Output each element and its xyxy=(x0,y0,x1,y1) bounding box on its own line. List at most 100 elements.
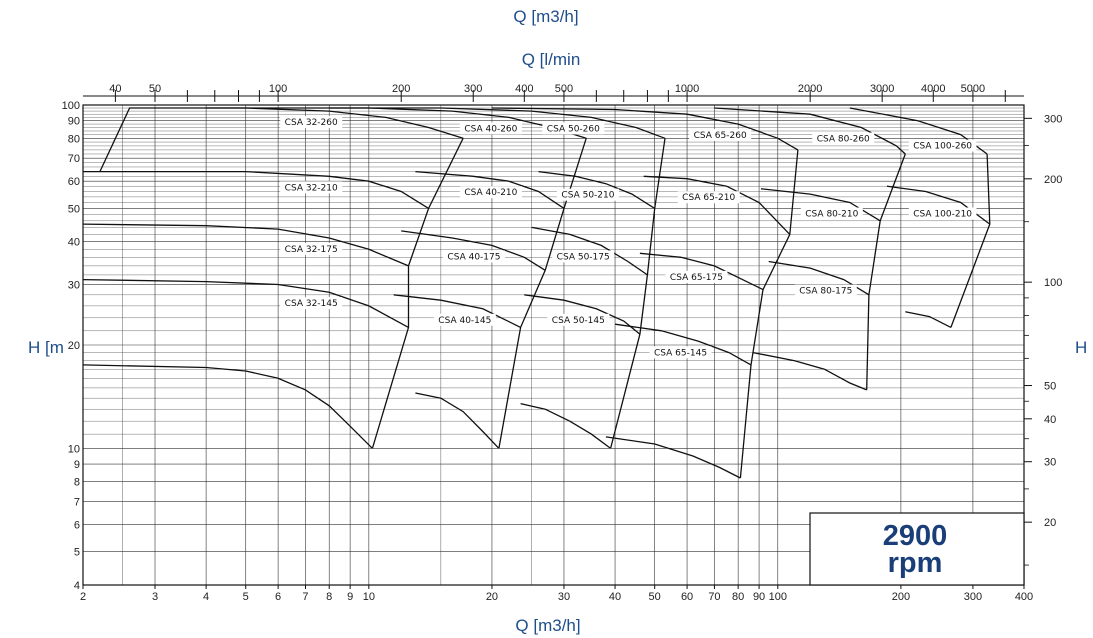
top-tick-label: 50 xyxy=(149,83,161,95)
top-tick-label: 100 xyxy=(269,83,287,95)
y-tick-label: 30 xyxy=(68,280,80,292)
x-tick-label: 3 xyxy=(152,591,158,603)
curve-label-bg xyxy=(433,313,496,326)
speed-box xyxy=(809,512,1025,586)
curve-lower xyxy=(752,351,867,391)
y-tick-label: 40 xyxy=(68,237,80,249)
envelope-line xyxy=(950,153,991,328)
x-tick-label: 8 xyxy=(326,591,332,603)
right-tick-label: 200 xyxy=(1044,174,1062,186)
right-tick-label: 50 xyxy=(1044,381,1056,393)
x-tick-label: 50 xyxy=(649,591,661,603)
curve-label-bg xyxy=(665,270,728,283)
curve-csa-40-175 xyxy=(401,230,546,271)
curve-label: CSA 40-260 xyxy=(464,124,517,134)
x-tick-label: 400 xyxy=(1015,591,1033,603)
curve-csa-65-260 xyxy=(491,107,799,151)
curve-csa-50-145 xyxy=(524,294,641,335)
curve-label-bg xyxy=(552,250,615,263)
curve-label-bg xyxy=(677,191,740,204)
y-tick-label: 80 xyxy=(68,133,80,145)
x-tick-label: 6 xyxy=(275,591,281,603)
curve-label: CSA 32-260 xyxy=(285,118,338,128)
envelope-line xyxy=(498,138,587,449)
curve-label-bg xyxy=(908,207,977,220)
top-tick-label: 400 xyxy=(515,83,533,95)
curve-label: CSA 80-175 xyxy=(799,287,852,297)
curve-label: CSA 65-175 xyxy=(670,273,723,283)
y-tick-label: 10 xyxy=(68,443,80,455)
x-tick-label: 9 xyxy=(347,591,353,603)
curve-label-bg xyxy=(800,207,863,220)
curve-label: CSA 100-260 xyxy=(913,142,972,152)
curve-label: CSA 65-210 xyxy=(682,193,735,203)
curve-label-bg xyxy=(459,122,522,135)
curve-label-bg xyxy=(542,122,605,135)
curve-label: CSA 40-175 xyxy=(447,252,500,262)
curve-csa-32-210 xyxy=(83,170,429,209)
x-tick-label: 100 xyxy=(769,591,787,603)
y-tick-label: 6 xyxy=(74,520,80,532)
top-tick-label: 500 xyxy=(555,83,573,95)
x-tick-label: 60 xyxy=(681,591,693,603)
curve-csa-32-260 xyxy=(99,107,464,172)
top-axis-label-m3h: Q [m3/h] xyxy=(513,7,578,26)
curve-csa-40-145 xyxy=(393,294,521,328)
curve-labels: CSA 32-260 CSA 32-210 CSA 32-175 CSA 32-145… xyxy=(280,116,977,359)
top-tick-label: 5000 xyxy=(961,83,985,95)
curve-csa-65-175 xyxy=(639,252,764,291)
top-tick-label: 2000 xyxy=(798,83,822,95)
y-tick-label: 5 xyxy=(74,547,80,559)
x-tick-label: 7 xyxy=(302,591,308,603)
x-tick-label: 30 xyxy=(558,591,570,603)
curve-label-bg xyxy=(812,132,875,145)
curve-csa-40-210 xyxy=(415,170,565,209)
plot-frame xyxy=(82,104,1025,586)
curve-lower xyxy=(905,311,952,328)
curve-lower xyxy=(605,436,741,479)
curve-label: CSA 32-175 xyxy=(285,245,338,255)
speed-value: 2900 xyxy=(883,520,948,552)
y-tick-label: 90 xyxy=(68,116,80,128)
curve-label: CSA 100-210 xyxy=(913,210,972,220)
curve-label: CSA 32-145 xyxy=(285,299,338,309)
curve-csa-32-145 xyxy=(82,278,409,328)
top-tick-label: 3000 xyxy=(870,83,894,95)
top-tick-label: 300 xyxy=(464,83,482,95)
x-tick-label: 90 xyxy=(753,591,765,603)
envelope-lines xyxy=(371,138,991,479)
y-tick-label: 60 xyxy=(68,176,80,188)
curve-label-bg xyxy=(649,346,712,359)
y-tick-label: 70 xyxy=(68,153,80,165)
axes: 2 3 4 5 6 7 8 9 10 20 30 40 50 60 70 80 90 100 200 300 400 4 5… xyxy=(62,83,1063,603)
y-axis-title-left: H [m xyxy=(28,338,64,357)
x-tick-label: 80 xyxy=(732,591,744,603)
x-tick-label: 2 xyxy=(80,591,86,603)
top-tick-label: 40 xyxy=(109,83,121,95)
x-axis-title: Q [m3/h] xyxy=(515,616,580,635)
x-tick-label: 20 xyxy=(486,591,498,603)
curve-label: CSA 50-260 xyxy=(547,124,600,134)
curve-label: CSA 65-145 xyxy=(654,348,707,358)
x-tick-label: 5 xyxy=(243,591,249,603)
x-tick-label: 10 xyxy=(363,591,375,603)
curve-label: CSA 50-175 xyxy=(557,252,610,262)
curve-csa-80-260 xyxy=(714,107,906,155)
curve-lower xyxy=(520,402,611,449)
curve-label: CSA 50-145 xyxy=(552,316,605,326)
x-tick-label: 70 xyxy=(708,591,720,603)
curve-label-bg xyxy=(280,242,343,255)
right-tick-label: 300 xyxy=(1044,113,1062,125)
curve-label-bg xyxy=(280,297,343,310)
top-tick-label: 1000 xyxy=(675,83,699,95)
curve-lower xyxy=(82,364,373,449)
curve-label-bg xyxy=(689,129,752,142)
top-tick-label: 4000 xyxy=(921,83,945,95)
y-tick-label: 8 xyxy=(74,477,80,489)
curve-label: CSA 40-145 xyxy=(438,316,491,326)
curve-label: CSA 80-260 xyxy=(817,134,870,144)
envelope-line xyxy=(866,153,906,390)
curve-label-bg xyxy=(442,250,505,263)
y-tick-label: 4 xyxy=(74,580,80,592)
